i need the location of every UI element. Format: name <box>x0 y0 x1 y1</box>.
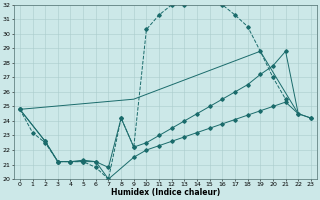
X-axis label: Humidex (Indice chaleur): Humidex (Indice chaleur) <box>111 188 220 197</box>
